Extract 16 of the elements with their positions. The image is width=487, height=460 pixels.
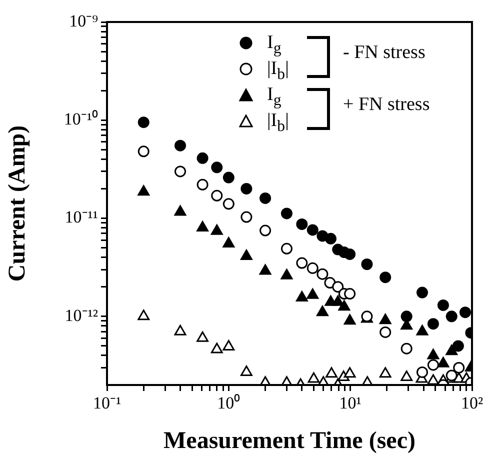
legend-label: I$_{g}$ (267, 84, 282, 109)
x-tick-label: 10⁰ (217, 394, 240, 413)
y-tick-label: 10⁻¹² (64, 306, 98, 325)
legend-label: I$_{g}$ (267, 32, 282, 57)
y-tick-label: 10⁻¹¹ (64, 208, 98, 227)
y-axis-title: Current (Amp) (4, 125, 31, 282)
x-axis-title: Measurement Time (sec) (164, 428, 416, 454)
x-tick-label: 10⁻¹ (92, 394, 122, 413)
annotation: + FN stress (343, 94, 430, 116)
annotation: - FN stress (343, 42, 426, 64)
y-tick-label: 10⁻¹⁰ (64, 110, 98, 129)
legend-label: |I$_{b}$| (267, 58, 289, 83)
x-tick-label: 10² (460, 394, 484, 413)
x-tick-label: 10¹ (339, 394, 362, 413)
legend-label: |I$_{b}$| (267, 109, 289, 137)
y-tick-label: 10⁻⁹ (69, 11, 98, 30)
